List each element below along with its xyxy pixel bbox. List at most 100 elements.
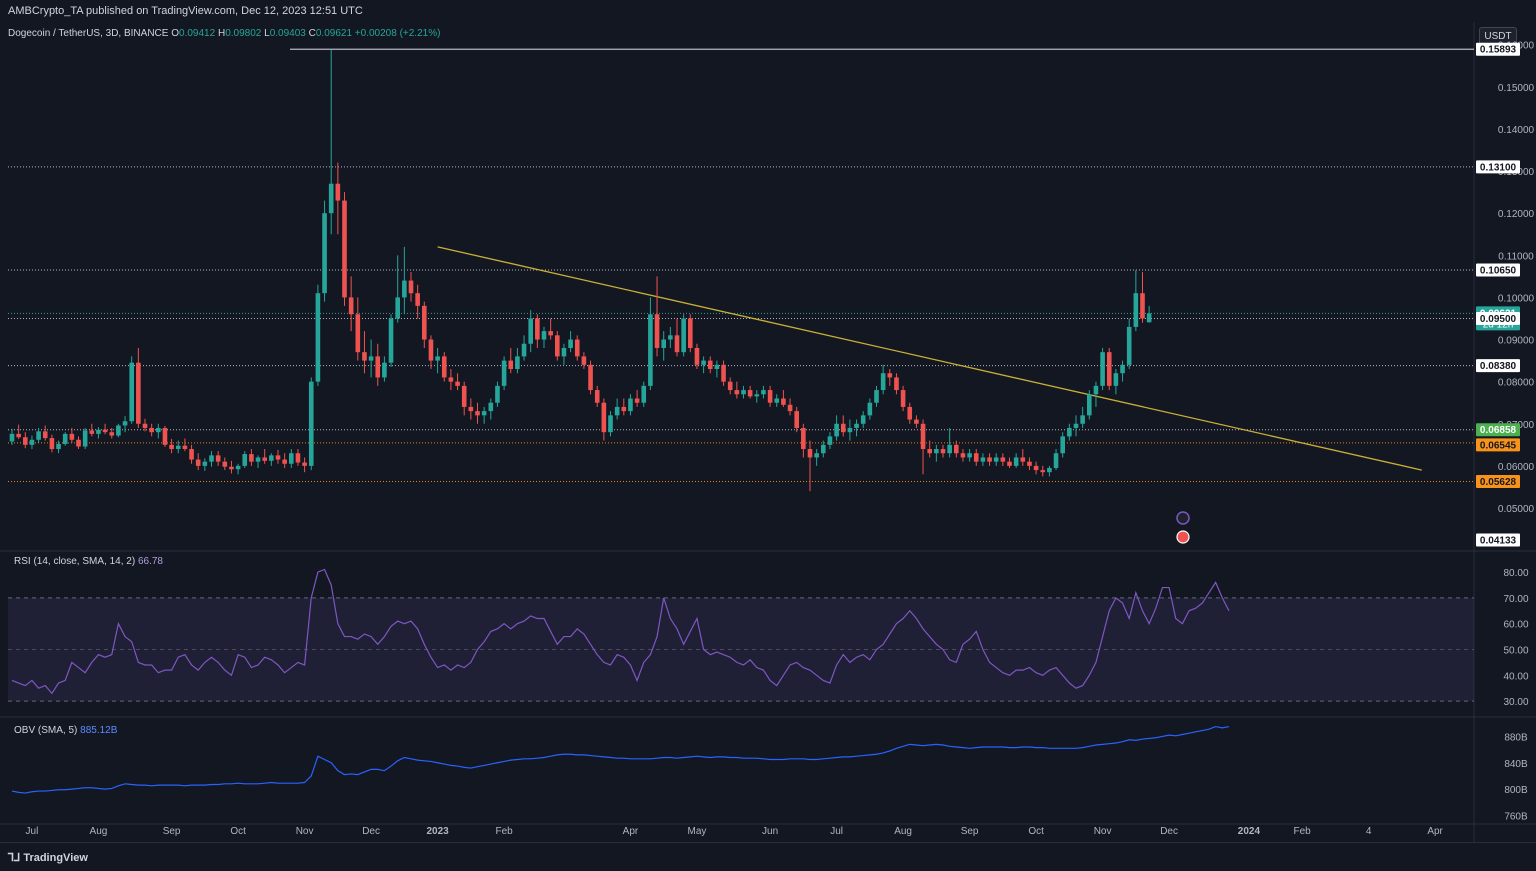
price-tick-label: 0.06000 [1498, 462, 1535, 473]
candle-body [1120, 364, 1125, 374]
price-badge [1476, 311, 1520, 325]
candle-body [56, 443, 61, 450]
open-value: 0.09412 [179, 28, 216, 39]
candle-body [821, 444, 826, 454]
rsi-tick-label: 50.00 [1503, 645, 1528, 656]
candle-body [242, 454, 248, 466]
candle-body [714, 364, 720, 370]
candle-body [1100, 352, 1105, 386]
candle-body [402, 280, 407, 298]
candle-body [116, 425, 121, 436]
candle-body [461, 385, 467, 407]
candle-body [16, 433, 21, 438]
tradingview-logo-text: TradingView [23, 852, 88, 864]
trendline [437, 246, 1422, 471]
time-tick-label: Apr [1427, 826, 1443, 837]
candle-body [468, 406, 474, 412]
candle-body [914, 419, 919, 424]
candle-body [295, 453, 301, 463]
rsi-tick-label: 40.00 [1503, 671, 1528, 682]
candle-body [249, 454, 254, 462]
candle-body [1040, 470, 1046, 473]
time-tick-label: Jul [26, 826, 39, 837]
price-badge-label: 0.04133 [1480, 536, 1517, 547]
chart-canvas[interactable]: 0.050000.060000.070000.080000.090000.100… [0, 22, 1536, 842]
candle-body [907, 406, 913, 420]
candle-body [774, 398, 780, 403]
time-tick-label: Feb [1293, 826, 1311, 837]
candle-body [23, 437, 28, 445]
obv-label[interactable]: OBV (SMA, 5) [14, 725, 78, 736]
rsi-label[interactable]: RSI (14, close, SMA, 14, 2) [14, 556, 136, 567]
price-badge-label: 0.06545 [1480, 440, 1517, 451]
candle-body [89, 430, 95, 434]
price-tick-label: 0.15000 [1498, 83, 1535, 94]
candle-body [614, 406, 620, 416]
candle-body [129, 362, 134, 422]
candle-body [1073, 423, 1079, 428]
candle-body [1060, 436, 1065, 454]
low-value: 0.09403 [269, 28, 306, 39]
time-tick-label: Jul [830, 826, 843, 837]
candle-body [521, 343, 527, 357]
time-tick-label: Sep [961, 826, 979, 837]
candle-body [42, 431, 48, 439]
candle-body [781, 398, 786, 405]
candle-body [69, 433, 75, 440]
candle-body [508, 360, 514, 370]
candle-body [348, 297, 354, 315]
obv-value: 885.12B [80, 725, 118, 736]
candle-body [1027, 461, 1032, 466]
price-badge [1476, 475, 1520, 489]
rsi-tick-label: 70.00 [1503, 594, 1528, 605]
candle-body [269, 455, 274, 461]
candle-body [940, 449, 946, 454]
candle-body [355, 314, 361, 353]
time-tick-label: Dec [362, 826, 380, 837]
price-badge-label: 0.06858 [1480, 425, 1517, 436]
candle-body [302, 462, 307, 466]
candle-body [388, 318, 394, 363]
candle-body [548, 331, 553, 336]
candle-body [408, 280, 414, 294]
candle-body [142, 423, 148, 428]
open-label: O [171, 28, 180, 39]
rsi-line [11, 568, 1230, 695]
candle-body [328, 183, 334, 214]
candle-body [315, 293, 321, 382]
footer-bar: ⅂⅃ TradingView [0, 842, 1536, 871]
candle-body [867, 402, 873, 416]
candle-body [980, 457, 986, 462]
candle-body [954, 444, 959, 454]
candle-body [927, 449, 932, 454]
candle-body [767, 390, 773, 403]
candle-body [628, 398, 633, 412]
price-badge-label: 0.13100 [1480, 162, 1517, 173]
price-badge [1476, 160, 1520, 174]
price-legend: Dogecoin / TetherUS, 3D, BINANCE O0.0941… [8, 28, 440, 39]
currency-button[interactable]: USDT [1479, 27, 1517, 47]
time-tick-label: Feb [495, 826, 513, 837]
candle-body [880, 373, 886, 391]
change-value: +0.00208 (+2.21%) [354, 28, 441, 39]
symbol-title[interactable]: Dogecoin / TetherUS, 3D, BINANCE [8, 28, 169, 39]
candle-body [428, 339, 434, 361]
obv-tick-label: 800B [1504, 785, 1528, 796]
candle-body [707, 360, 713, 370]
candle-body [435, 356, 440, 361]
candle-body [601, 402, 607, 433]
candle-body [894, 377, 899, 391]
publish-line: AMBCrypto_TA published on TradingView.co… [8, 5, 363, 17]
rsi-tick-label: 80.00 [1503, 568, 1528, 579]
candle-body [255, 457, 261, 462]
candle-body [1087, 394, 1092, 416]
candle-body [854, 423, 859, 428]
candle-body [1053, 453, 1059, 468]
candle-body [668, 335, 673, 340]
price-badge [1476, 263, 1520, 277]
rsi-tick-label: 30.00 [1503, 697, 1528, 708]
price-tick-label: 0.11000 [1498, 251, 1534, 262]
candle-body [574, 339, 580, 357]
price-badge-label: 0.10650 [1480, 266, 1517, 277]
price-badge [1476, 359, 1520, 373]
